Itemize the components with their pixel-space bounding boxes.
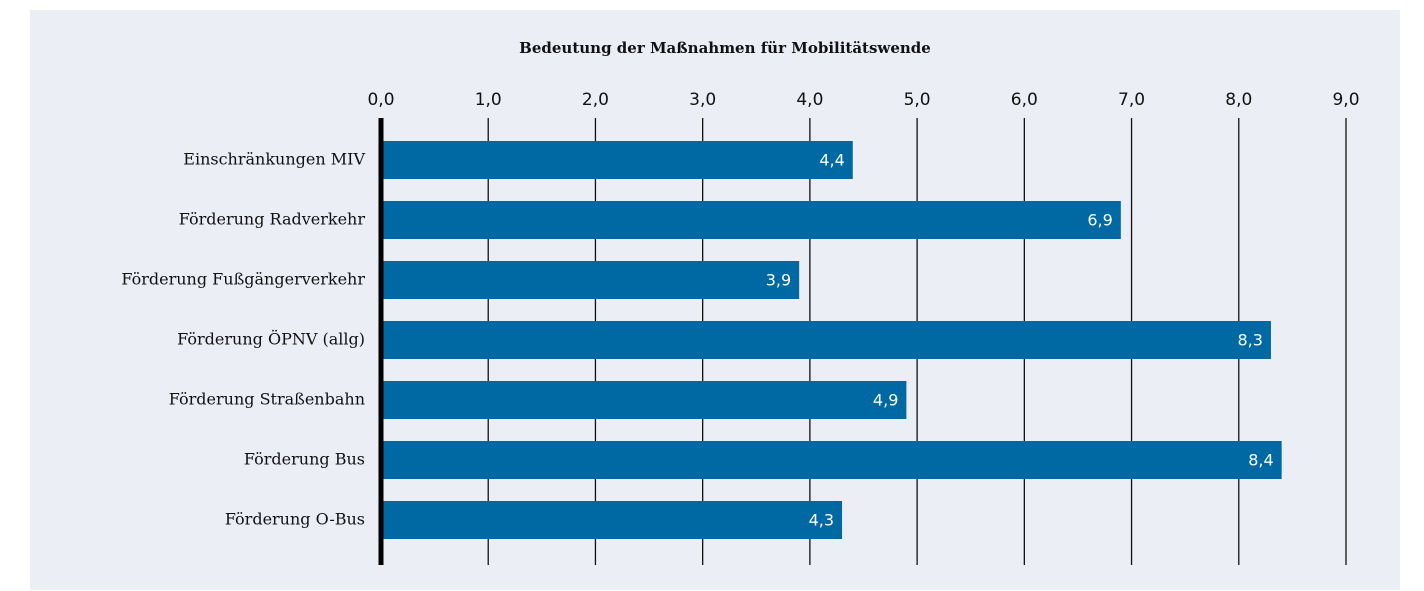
bar bbox=[381, 261, 800, 299]
x-tick-label: 7,0 bbox=[1118, 90, 1145, 110]
chart-title: Bedeutung der Maßnahmen für Mobilitätswe… bbox=[519, 39, 931, 57]
x-tick-label: 1,0 bbox=[475, 90, 502, 110]
bar bbox=[381, 501, 843, 539]
y-tick-label: Förderung Radverkehr bbox=[179, 210, 366, 229]
data-label: 4,3 bbox=[809, 511, 834, 530]
x-tick-label: 3,0 bbox=[689, 90, 716, 110]
panel bbox=[30, 10, 1400, 590]
bar bbox=[381, 381, 907, 419]
y-tick-label: Förderung Fußgängerverkehr bbox=[121, 270, 365, 289]
y-tick-label: Förderung O-Bus bbox=[225, 510, 365, 529]
x-tick-label: 0,0 bbox=[367, 90, 394, 110]
y-tick-label: Förderung ÖPNV (allg) bbox=[177, 329, 365, 349]
y-tick-label: Förderung Straßenbahn bbox=[169, 390, 365, 409]
bar bbox=[381, 441, 1282, 479]
x-tick-label: 4,0 bbox=[796, 90, 823, 110]
y-tick-label: Förderung Bus bbox=[244, 450, 365, 469]
data-label: 4,4 bbox=[819, 151, 844, 170]
bar bbox=[381, 321, 1271, 359]
data-label: 6,9 bbox=[1087, 211, 1112, 230]
data-label: 4,9 bbox=[873, 391, 898, 410]
data-label: 3,9 bbox=[766, 271, 791, 290]
x-tick-label: 8,0 bbox=[1225, 90, 1252, 110]
bar bbox=[381, 141, 853, 179]
data-label: 8,3 bbox=[1237, 331, 1262, 350]
y-tick-label: Einschränkungen MIV bbox=[183, 150, 365, 169]
x-tick-label: 6,0 bbox=[1011, 90, 1038, 110]
data-label: 8,4 bbox=[1248, 451, 1273, 470]
x-tick-label: 9,0 bbox=[1332, 90, 1359, 110]
x-tick-label: 2,0 bbox=[582, 90, 609, 110]
x-tick-label: 5,0 bbox=[904, 90, 931, 110]
bar bbox=[381, 201, 1121, 239]
